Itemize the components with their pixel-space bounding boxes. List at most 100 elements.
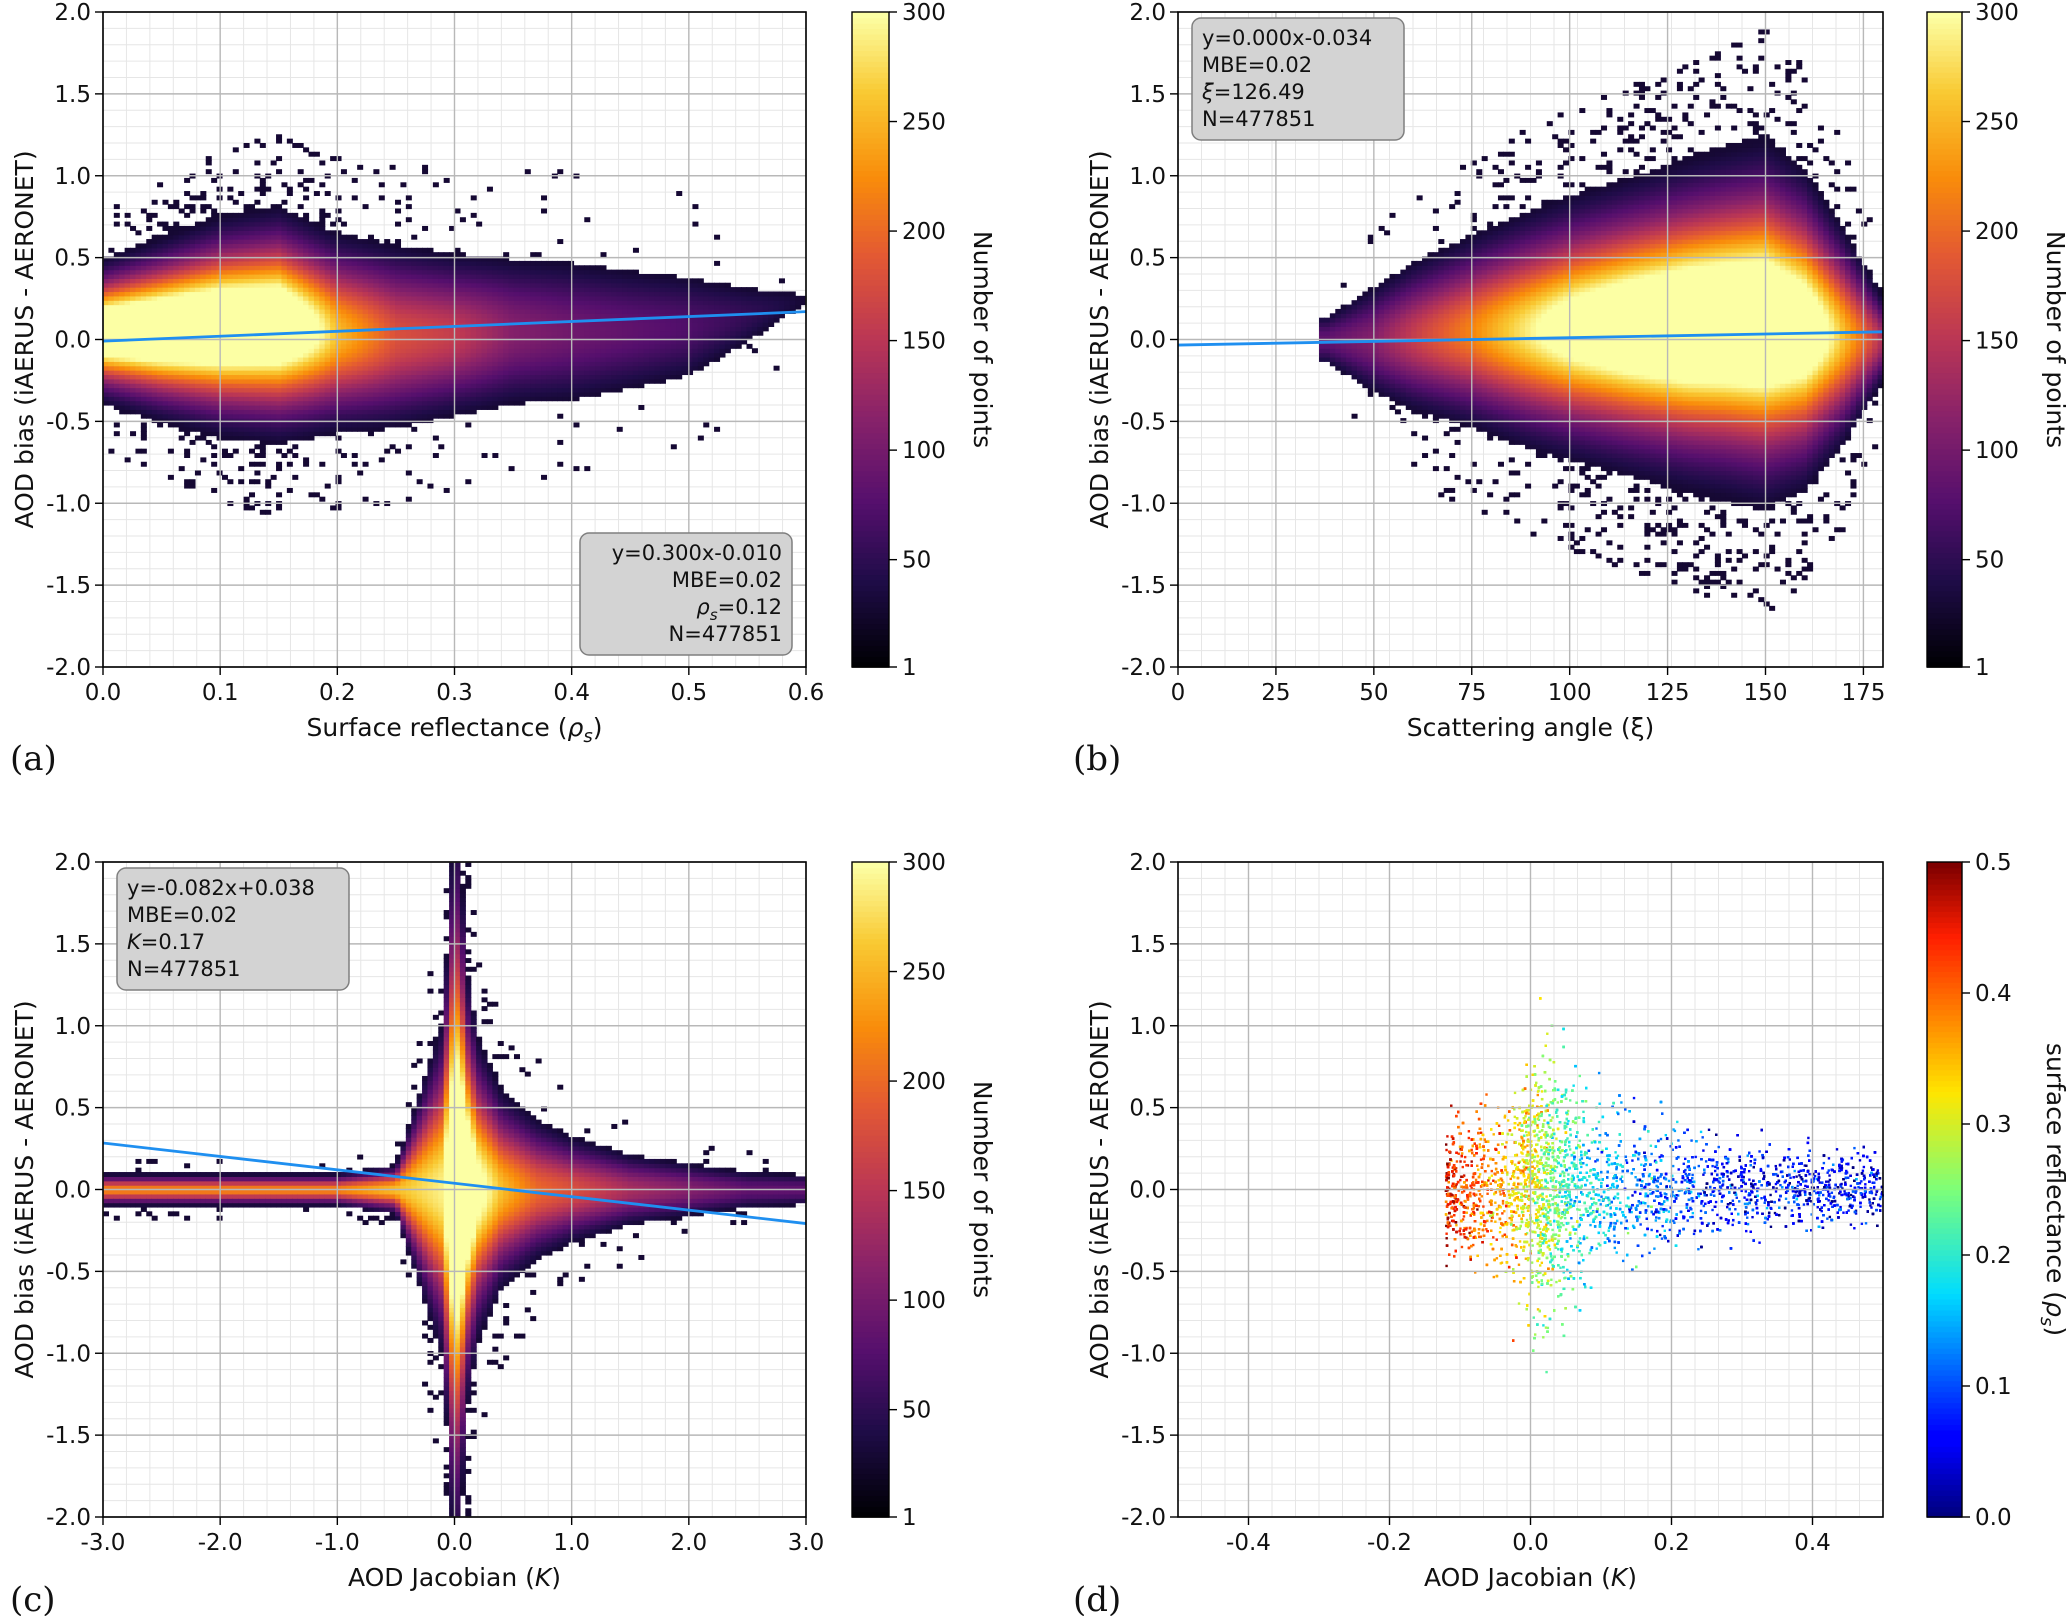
density-cell [362, 356, 369, 362]
density-cell [286, 487, 293, 493]
density-cell [330, 278, 337, 284]
density-cell [286, 269, 293, 275]
density-cell [405, 322, 412, 327]
density-cell [292, 352, 299, 358]
density-cell [167, 326, 174, 332]
density-cell [319, 418, 326, 424]
density-cell [649, 291, 656, 297]
density-cell [313, 225, 320, 231]
density-cell [232, 435, 239, 441]
density-cell [232, 391, 239, 397]
density-cell [703, 422, 710, 428]
density-cell [151, 370, 158, 376]
density-cell [427, 308, 434, 314]
density-cell [735, 326, 742, 332]
density-cell [735, 317, 742, 323]
density-cell [103, 361, 110, 367]
density-cell [400, 260, 407, 266]
density-cell [411, 265, 418, 271]
density-cell [184, 308, 191, 314]
density-cell [243, 356, 250, 362]
density-cell [130, 326, 137, 332]
density-cell [351, 422, 358, 428]
density-cell [697, 356, 704, 362]
density-cell [249, 282, 256, 288]
density-cell [389, 400, 396, 406]
density-cell [276, 352, 283, 358]
density-cell [416, 313, 423, 319]
density-cell [405, 291, 412, 297]
density-cell [254, 225, 261, 231]
density-cell [340, 247, 347, 253]
density-cell [497, 317, 504, 323]
density-cell [162, 396, 169, 402]
density-cell [259, 243, 266, 249]
density-cell [167, 348, 174, 354]
density-cell [140, 343, 147, 349]
density-cell [303, 265, 310, 271]
density-cell [227, 212, 234, 218]
density-cell [313, 431, 320, 437]
density-cell [308, 177, 315, 183]
density-cell [687, 330, 694, 336]
density-cell [211, 400, 218, 406]
density-cell [113, 330, 120, 336]
density-cell [751, 308, 758, 314]
density-cell [303, 239, 310, 245]
density-cell [659, 308, 666, 314]
density-cell [232, 339, 239, 345]
density-cell [378, 274, 385, 279]
density-cell [665, 291, 672, 297]
density-cell [595, 304, 602, 310]
density-cell [140, 400, 147, 406]
density-cell [497, 348, 504, 354]
density-cell [508, 304, 515, 310]
density-cell [357, 374, 364, 380]
density-cell [200, 252, 207, 258]
density-cell [335, 370, 342, 376]
density-cell [459, 343, 466, 349]
density-cell [200, 374, 207, 380]
density-cell [465, 422, 472, 428]
density-cell [395, 295, 402, 301]
density-cell [194, 348, 201, 354]
density-cell [367, 304, 374, 310]
density-cell [297, 435, 304, 441]
density-cell [130, 291, 137, 297]
density-cell [535, 339, 542, 345]
density-cell [157, 378, 164, 384]
density-cell [184, 177, 191, 183]
density-cell [432, 256, 439, 262]
density-cell [189, 378, 196, 384]
density-cell [292, 326, 299, 332]
density-cell [232, 300, 239, 306]
density-cell [249, 239, 256, 245]
density-cell [427, 343, 434, 349]
density-cell [227, 352, 234, 358]
density-cell [443, 282, 450, 288]
density-cell [151, 409, 158, 415]
density-cell [249, 422, 256, 428]
density-cell [265, 217, 272, 223]
density-cell [194, 361, 201, 367]
density-cell [595, 269, 602, 275]
density-cell [443, 356, 450, 362]
density-cell [119, 383, 126, 389]
density-cell [335, 274, 342, 279]
density-cell [340, 221, 347, 227]
density-cell [249, 221, 256, 227]
density-cell [249, 387, 256, 393]
density-cell [351, 243, 358, 249]
density-cell [616, 352, 623, 358]
density-cell [411, 356, 418, 362]
density-cell [184, 243, 191, 249]
density-cell [205, 422, 212, 428]
density-cell [297, 252, 304, 258]
density-cell [330, 422, 337, 428]
density-cell [768, 291, 775, 297]
density-cell [367, 274, 374, 279]
density-cell [211, 396, 218, 402]
density-cell [416, 287, 423, 293]
density-cell [508, 287, 515, 293]
density-cell [124, 278, 131, 284]
